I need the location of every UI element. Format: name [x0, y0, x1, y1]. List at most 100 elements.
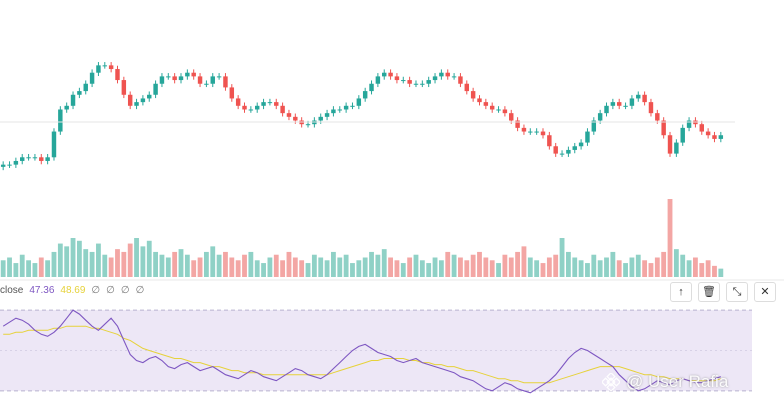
volume-bar [57, 243, 63, 277]
volume-bar [534, 260, 540, 277]
volume-bar [324, 260, 330, 277]
candle-body [705, 131, 711, 136]
volume-bar [223, 251, 228, 277]
candle-body [489, 105, 495, 110]
volume-bar [178, 249, 184, 277]
volume-bar [553, 254, 559, 277]
volume-bar [159, 254, 165, 277]
volume-bar [654, 257, 660, 277]
volume-bar [115, 249, 120, 277]
volume-bar [134, 238, 139, 277]
rsi-source-label: close [0, 285, 24, 296]
volume-bar [32, 263, 38, 277]
candle-body [566, 149, 571, 154]
candle-body [648, 102, 654, 114]
volume-bar [165, 257, 171, 277]
binance-logo-icon [602, 373, 620, 391]
volume-bar [464, 260, 470, 277]
volume-bar [273, 254, 279, 277]
volume-bar [419, 260, 425, 277]
volume-bar [286, 251, 292, 277]
volume-bar [718, 268, 724, 277]
candle-body [267, 102, 273, 104]
candle-body [89, 72, 95, 84]
candle-body [20, 157, 25, 161]
volume-bar [661, 251, 667, 277]
candle-body [147, 94, 152, 99]
empty-value-4: ∅ [135, 285, 145, 296]
volume-bar [502, 254, 508, 277]
volume-bar [426, 263, 432, 277]
arrow-up-icon[interactable]: ↑ [670, 282, 692, 302]
volume-bar [521, 246, 527, 277]
rsi-value: 47.36 [29, 285, 55, 296]
volume-bar [76, 240, 82, 277]
volume-bar [38, 257, 44, 277]
volume-bar [489, 260, 495, 277]
candle-body [51, 131, 57, 158]
volume-bar [108, 257, 114, 277]
candle-body [483, 102, 489, 106]
candle-body [636, 94, 641, 99]
volume-bar [432, 257, 438, 277]
collapse-icon[interactable]: ⤡ [726, 282, 748, 302]
volume-bar [267, 257, 273, 277]
volume-bar [559, 238, 565, 277]
candle-body [83, 83, 88, 92]
candle-body [350, 105, 355, 107]
candle-body [248, 109, 254, 111]
candle-body [166, 76, 171, 78]
candle-body [464, 83, 470, 92]
volume-bar [261, 263, 266, 277]
candle-body [337, 109, 342, 111]
volume-bar [394, 260, 400, 277]
close-icon[interactable]: ✕ [754, 282, 776, 302]
volume-bar [172, 251, 178, 277]
volume-bar [686, 260, 692, 277]
candle-body [401, 80, 406, 82]
empty-value-1: ∅ [91, 285, 101, 296]
trash-icon[interactable]: 🗑 [698, 282, 720, 302]
volume-bar [616, 260, 622, 277]
candle-body [362, 91, 368, 99]
volume-bar [540, 263, 546, 277]
volume-bar [13, 263, 19, 277]
volume-bar [140, 246, 146, 277]
volume-bar [623, 263, 628, 277]
volume-bar [146, 240, 152, 277]
volume-bar [127, 243, 133, 277]
candle-body [185, 72, 190, 77]
volume-bar [591, 254, 597, 277]
candle-body [64, 105, 69, 110]
volume-bar [229, 257, 235, 277]
candle-body [382, 72, 387, 77]
volume-bar [197, 257, 203, 277]
volume-bar [70, 238, 76, 277]
volume-bar [388, 257, 393, 277]
volume-bar [153, 251, 159, 277]
candle-body [127, 94, 133, 106]
candle-body [540, 131, 546, 136]
volume-bar [572, 257, 578, 277]
pane-controls: ↑ 🗑 ⤡ ✕ [670, 282, 776, 302]
volume-bar [381, 249, 387, 277]
volume-bar [216, 254, 222, 277]
candle-body [159, 76, 165, 84]
candle-body [451, 76, 457, 78]
candle-body [388, 72, 393, 77]
candle-body [324, 113, 330, 117]
candle-body [318, 116, 323, 121]
candle-body [623, 105, 628, 107]
candle-body [7, 164, 12, 166]
volume-bar [311, 254, 317, 277]
empty-value-3: ∅ [120, 285, 130, 296]
volume-bar [362, 257, 368, 277]
volume-bar [610, 251, 616, 277]
volume-bar [400, 263, 406, 277]
candle-body [642, 94, 647, 103]
candle-body [667, 135, 673, 154]
candle-body [591, 120, 597, 132]
candle-body [280, 105, 285, 114]
volume-bar [458, 257, 463, 277]
